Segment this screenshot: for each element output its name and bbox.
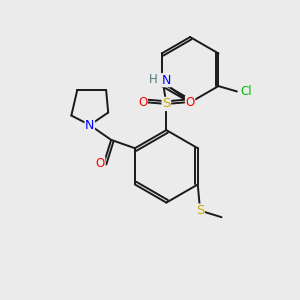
Text: N: N: [162, 74, 171, 87]
Text: S: S: [196, 204, 204, 217]
Text: N: N: [85, 118, 94, 131]
Text: O: O: [138, 96, 147, 109]
Text: O: O: [185, 96, 195, 109]
Text: O: O: [95, 157, 105, 170]
Text: H: H: [149, 73, 158, 86]
Text: Cl: Cl: [240, 85, 252, 98]
Text: S: S: [162, 98, 170, 110]
